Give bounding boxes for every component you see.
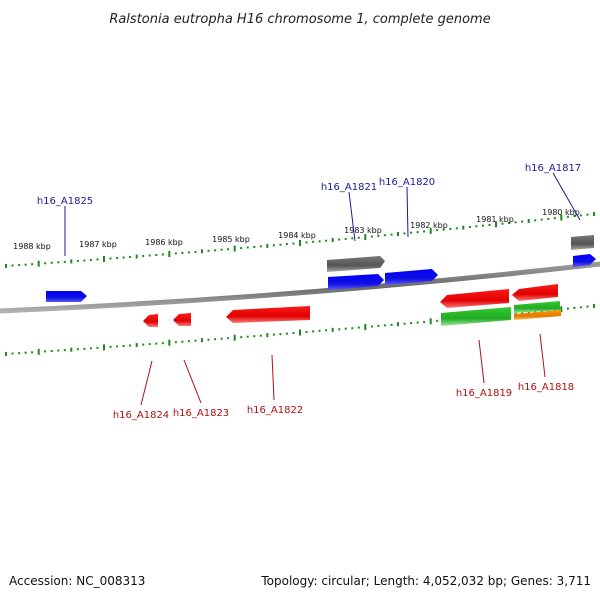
leader-line [140, 360, 153, 406]
green-feature-h16_A1819[interactable] [441, 307, 511, 326]
gene-arrow-h16_A1818[interactable] [512, 284, 558, 301]
reverse-gene-labels: h16_A1824 h16_A1823 h16_A1822 h16_A1819 … [113, 333, 574, 421]
scale-label: 1983 kbp [344, 226, 382, 235]
gene-label[interactable]: h16_A1824 [113, 410, 169, 421]
gene-label[interactable]: h16_A1817 [525, 163, 581, 174]
scale-labels: 1988 kbp 1987 kbp 1986 kbp 1985 kbp 1984… [13, 208, 580, 251]
orange-feature-h16_A1818[interactable] [514, 310, 561, 320]
pseudo-arrow-h16_A1817[interactable] [571, 235, 594, 250]
gene-arrow-h16_A1822[interactable] [226, 306, 310, 323]
leader-line [406, 186, 409, 238]
gene-arrow-h16_A1825[interactable] [46, 291, 87, 302]
scale-label: 1984 kbp [278, 231, 316, 240]
leader-line [348, 191, 356, 242]
gene-label[interactable]: h16_A1823 [173, 408, 229, 419]
accession-text: Accession: NC_008313 [9, 574, 146, 588]
green-feature-h16_A1818[interactable] [514, 301, 560, 313]
leader-line [552, 172, 581, 221]
gene-arrow-h16_A1821[interactable] [328, 274, 384, 290]
leader-line [271, 354, 275, 401]
leader-line [539, 333, 546, 378]
scale-label: 1980 kbp [542, 208, 580, 217]
forward-gene-labels: h16_A1825 h16_A1821 h16_A1820 h16_A1817 [37, 163, 581, 256]
scale-label: 1985 kbp [212, 235, 250, 244]
scale-label: 1982 kbp [410, 221, 448, 230]
gene-arrow-h16_A1817[interactable] [573, 254, 596, 267]
forward-features [46, 235, 596, 302]
gene-arrow-h16_A1823[interactable] [173, 313, 191, 326]
gene-label[interactable]: h16_A1825 [37, 196, 93, 207]
lower-scale-ticks [5, 304, 595, 356]
reverse-features [143, 284, 561, 327]
upper-scale-ticks [5, 212, 595, 268]
gene-label[interactable]: h16_A1822 [247, 405, 303, 416]
scale-label: 1986 kbp [145, 238, 183, 247]
scale-label: 1988 kbp [13, 242, 51, 251]
topology-text: Topology: circular; Length: 4,052,032 bp… [261, 574, 591, 588]
scale-label: 1981 kbp [476, 215, 514, 224]
gene-arrow-h16_A1820[interactable] [385, 269, 438, 285]
leader-line [183, 359, 202, 404]
leader-line [478, 339, 485, 384]
map-title: Ralstonia eutropha H16 chromosome 1, com… [109, 12, 490, 27]
gene-label[interactable]: h16_A1820 [379, 177, 435, 188]
gene-arrow-h16_A1819[interactable] [440, 289, 509, 308]
gene-arrow-h16_A1824[interactable] [143, 314, 158, 327]
gene-label[interactable]: h16_A1818 [518, 382, 574, 393]
pseudo-arrow-h16_A1821[interactable] [327, 256, 385, 272]
gene-label[interactable]: h16_A1821 [321, 182, 377, 193]
scale-label: 1987 kbp [79, 240, 117, 249]
gene-label[interactable]: h16_A1819 [456, 388, 512, 399]
chromosome-backbone [0, 261, 600, 314]
